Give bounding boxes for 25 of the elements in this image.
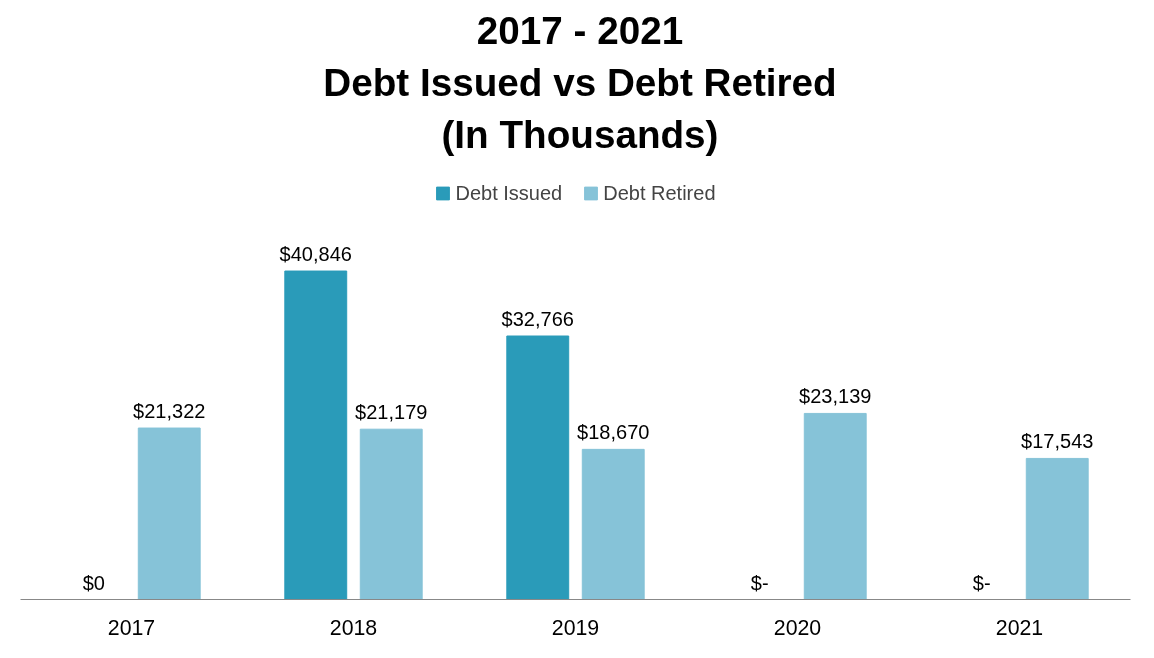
bar bbox=[284, 270, 348, 600]
data-label: $21,322 bbox=[133, 399, 206, 422]
chart-title: 2017 - 2021 Debt Issued vs Debt Retired (In Thousands) bbox=[323, 8, 837, 159]
x-tick-label: 2017 bbox=[107, 615, 156, 640]
x-tick-label: 2021 bbox=[995, 615, 1044, 640]
legend-label: Debt Retired bbox=[603, 181, 716, 205]
bar bbox=[581, 448, 645, 600]
bar bbox=[803, 412, 867, 600]
legend-label: Debt Issued bbox=[455, 181, 563, 205]
bar bbox=[359, 428, 423, 600]
bar bbox=[137, 427, 201, 600]
data-label: $0 bbox=[82, 571, 105, 594]
data-label: $18,670 bbox=[577, 420, 650, 443]
x-tick-label: 2019 bbox=[551, 615, 600, 640]
data-label: $40,846 bbox=[279, 242, 352, 265]
data-label: $21,179 bbox=[355, 400, 428, 423]
x-tick-label: 2018 bbox=[329, 615, 378, 640]
data-label: $17,543 bbox=[1021, 430, 1094, 453]
x-tick-label: 2020 bbox=[773, 615, 822, 640]
data-label: $- bbox=[750, 571, 769, 594]
bar bbox=[1025, 457, 1089, 600]
data-label: $32,766 bbox=[501, 307, 574, 330]
data-label: $- bbox=[972, 571, 991, 594]
bar bbox=[506, 335, 570, 600]
data-label: $23,139 bbox=[799, 385, 872, 408]
